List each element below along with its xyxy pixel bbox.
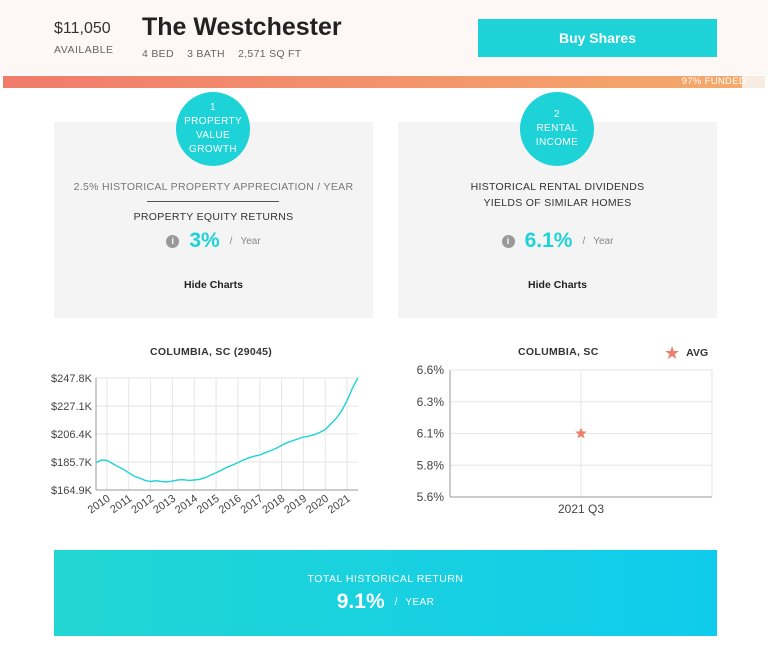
- home-value-chart-title: COLUMBIA, SC (29045): [150, 346, 273, 358]
- header: $11,050 AVAILABLE The Westchester 4 BED …: [0, 0, 768, 75]
- rate-unit: Year: [593, 235, 614, 247]
- y-tick-label: $164.9K: [51, 485, 93, 497]
- info-icon[interactable]: i: [166, 234, 180, 248]
- x-tick-label: 2016: [217, 493, 244, 517]
- y-tick-label: 6.6%: [417, 363, 445, 377]
- hide-charts-link[interactable]: Hide Charts: [184, 279, 243, 291]
- available-price: $11,050: [54, 20, 111, 37]
- historical-appreciation-text: 2.5% HISTORICAL PROPERTY APPRECIATION / …: [73, 181, 354, 193]
- star-icon: ★: [664, 343, 681, 363]
- badge-number: 2: [554, 109, 560, 120]
- rental-dividends-text: HISTORICAL RENTAL DIVIDENDS: [470, 181, 645, 193]
- x-tick-label: 2020: [304, 493, 331, 517]
- total-return-label: TOTAL HISTORICAL RETURN: [307, 573, 464, 585]
- y-tick-label: $185.7K: [51, 457, 93, 469]
- y-tick-label: $206.4K: [51, 429, 93, 441]
- equity-returns-label: PROPERTY EQUITY RETURNS: [133, 211, 294, 223]
- x-tick-label: 2015: [195, 493, 222, 517]
- chart-legend: ★ AVG: [664, 343, 709, 363]
- x-tick-label: 2021 Q3: [558, 502, 604, 516]
- y-tick-label: 5.8%: [417, 458, 445, 472]
- property-value-growth-badge: 1 PROPERTY VALUE GROWTH: [176, 92, 250, 166]
- home-value-line-chart: $164.9K$185.7K$206.4K$227.1K$247.8K20102…: [51, 373, 359, 517]
- avg-point-star: [575, 427, 587, 439]
- similar-homes-text: YIELDS OF SIMILAR HOMES: [483, 197, 632, 209]
- rate-separator: /: [582, 235, 586, 247]
- divider: [147, 201, 279, 202]
- sqft-spec: 2,571 SQ FT: [238, 48, 302, 60]
- buy-shares-button[interactable]: Buy Shares: [478, 19, 717, 57]
- funded-label: 97% FUNDED: [681, 76, 746, 87]
- badge-number: 1: [210, 102, 216, 113]
- x-tick-label: 2021: [326, 493, 353, 517]
- beds-spec: 4 BED: [142, 48, 174, 60]
- y-tick-label: 6.3%: [417, 395, 445, 409]
- badge-title: RENTAL INCOME: [535, 123, 579, 148]
- rental-yield-scatter-chart: 5.6% 5.8% 6.1% 6.3% 6.6% 2021 Q3: [417, 363, 713, 516]
- total-return-value: 9.1%: [336, 590, 385, 613]
- y-tick-label: 6.1%: [417, 427, 445, 441]
- rental-yield-chart-title: COLUMBIA, SC: [518, 346, 599, 358]
- rate-unit: Year: [240, 235, 261, 247]
- legend-label-avg: AVG: [686, 347, 709, 359]
- property-title: The Westchester: [142, 13, 342, 41]
- funding-progress-bar: [3, 76, 765, 88]
- x-tick-label: 2019: [282, 493, 309, 517]
- equity-rate-value: 3%: [189, 229, 220, 252]
- total-return-banner: TOTAL HISTORICAL RETURN 9.1% / YEAR: [54, 550, 717, 636]
- total-return-row: 9.1% / YEAR: [54, 590, 717, 614]
- hide-charts-link[interactable]: Hide Charts: [528, 279, 587, 291]
- x-tick-label: 2012: [129, 493, 156, 517]
- y-tick-label: $227.1K: [51, 401, 93, 413]
- y-tick-label: 5.6%: [417, 490, 445, 504]
- series-line: [95, 377, 359, 483]
- x-tick-label: 2013: [151, 493, 178, 517]
- info-icon[interactable]: i: [501, 234, 515, 248]
- rental-rate-value: 6.1%: [524, 229, 573, 252]
- x-tick-label: 2018: [260, 493, 287, 517]
- equity-rate-row: i 3% / Year: [54, 229, 373, 253]
- rate-separator: /: [229, 235, 233, 247]
- badge-title: PROPERTY VALUE GROWTH: [184, 116, 243, 155]
- property-specs: 4 BED 3 BATH 2,571 SQ FT: [142, 48, 312, 60]
- total-return-separator: /: [394, 596, 398, 608]
- available-label: AVAILABLE: [54, 44, 114, 56]
- rental-rate-row: i 6.1% / Year: [398, 229, 717, 253]
- funding-progress-fill: [3, 76, 743, 88]
- baths-spec: 3 BATH: [187, 48, 225, 60]
- x-tick-label: 2011: [108, 493, 134, 516]
- y-tick-label: $247.8K: [51, 373, 93, 385]
- total-return-unit: YEAR: [405, 596, 435, 608]
- x-tick-label: 2017: [239, 493, 266, 517]
- rental-income-badge: 2 RENTAL INCOME: [520, 92, 594, 166]
- x-tick-label: 2014: [173, 493, 200, 517]
